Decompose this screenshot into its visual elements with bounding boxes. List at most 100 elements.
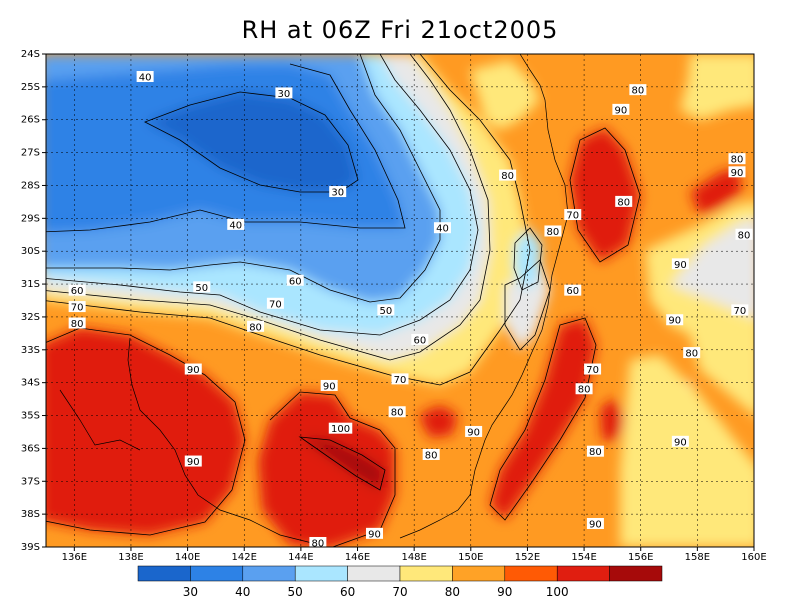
contour-label: 80 [731,155,744,166]
colorbar-swatch [294,565,348,582]
colorbar-label: 50 [288,585,303,599]
contour-label-bg [735,228,753,240]
contour-label-bg [329,186,347,198]
colorbar-swatch [137,565,191,582]
colorbar-label: 40 [235,585,250,599]
x-tick-label: 138E [118,552,143,563]
colorbar-label: 100 [546,585,569,599]
contour-label: 90 [589,519,602,530]
y-tick-label: 26S [21,115,40,126]
contour-label-bg [391,373,409,385]
contour-label-bg [388,406,406,418]
x-tick-label: 160E [741,552,766,563]
field-region-90-ne [690,168,742,215]
contour-label-bg [544,225,562,237]
contour-label: 70 [269,299,282,310]
field-region-90-east [570,128,640,262]
colorbar-swatch [504,565,558,582]
contour-label-bg [68,301,86,313]
contour-label: 80 [547,227,560,238]
contour-label: 80 [312,539,325,550]
contour-90-sw [46,327,246,536]
contour-label: 80 [501,171,514,182]
contour-label-bg [286,274,304,286]
contour-label-bg [586,445,604,457]
contour-90-east [569,127,641,263]
contour-label-bg [193,281,211,293]
x-tick-label: 144E [288,552,313,563]
colorbar-swatch [242,565,296,582]
contour-label: 30 [331,188,344,199]
contour-70 [46,54,491,361]
y-tick-label: 30S [21,246,40,257]
contour-label: 60 [71,286,84,297]
contour-label-bg [615,195,633,207]
y-tick-label: 27S [21,148,40,159]
contour-label: 70 [394,375,407,386]
contour-label-bg [422,448,440,460]
y-tick-label: 31S [21,279,40,290]
contour-label: 40 [139,73,152,84]
y-tick-label: 24S [21,49,40,60]
contour-label-bg [731,304,749,316]
contour-label-bg [377,304,395,316]
contour-70-coast [504,259,551,351]
contour-label: 90 [674,260,687,271]
contour-label-bg [227,218,245,230]
contour-label-bg [411,333,429,345]
contour-label-bg [629,84,647,96]
contour-label-bg [671,258,689,270]
y-tick-label: 34S [21,378,40,389]
contour-label-bg [683,347,701,359]
contour-label-bg [184,455,202,467]
contour-label-bg [433,222,451,234]
contour-label-bg [499,169,517,181]
contour-label: 90 [187,457,200,468]
contour-label-bg [575,383,593,395]
y-tick-label: 39S [21,542,40,553]
y-tick-label: 36S [21,443,40,454]
contour-label-bg [275,87,293,99]
contour-label: 90 [668,316,681,327]
colorbar-swatch [556,565,610,582]
contour-label: 70 [733,306,746,317]
chart-title: RH at 06Z Fri 21oct2005 [241,16,559,44]
contour-label: 100 [331,424,350,435]
contour-label: 80 [632,86,645,97]
contour-50 [46,54,441,303]
contour-30 [144,91,359,193]
contour-label: 30 [278,89,291,100]
y-axis: 24S 25S 26S 27S 28S 29S 30S 31S 32S 33S 34S 35S 36S 3… [21,49,46,553]
colorbar-label: 80 [445,585,460,599]
colorbar-label: 70 [392,585,407,599]
x-tick-label: 150E [458,552,483,563]
colorbar-swatch [190,565,244,582]
contour-80 [46,54,531,386]
border-river [127,337,321,546]
y-tick-label: 25S [21,82,40,93]
contour-label: 60 [566,286,579,297]
contour-label-bg [68,284,86,296]
contour-label-bg [728,153,746,165]
contour-60-coast [513,227,543,291]
contour-90-se [489,317,597,521]
colorbar-label: 60 [340,585,355,599]
contour-label-bg [136,71,154,83]
colorbar-label: 30 [183,585,198,599]
contour-label: 90 [674,437,687,448]
field-region-90-smallpatch [418,405,458,438]
contour-60 [46,54,479,336]
grid-lines [46,54,754,547]
contour-label-bg [309,537,327,548]
contour-label-bg [671,435,689,447]
field-region-90-s [258,392,395,547]
y-tick-label: 32S [21,312,40,323]
contour-label: 90 [187,365,200,376]
contour-label: 90 [731,168,744,179]
x-tick-label: 156E [628,552,653,563]
contour-label-bg [564,209,582,221]
field-region-80-southeast [620,355,754,547]
contour-label: 70 [71,303,84,314]
contour-label: 60 [413,335,426,346]
